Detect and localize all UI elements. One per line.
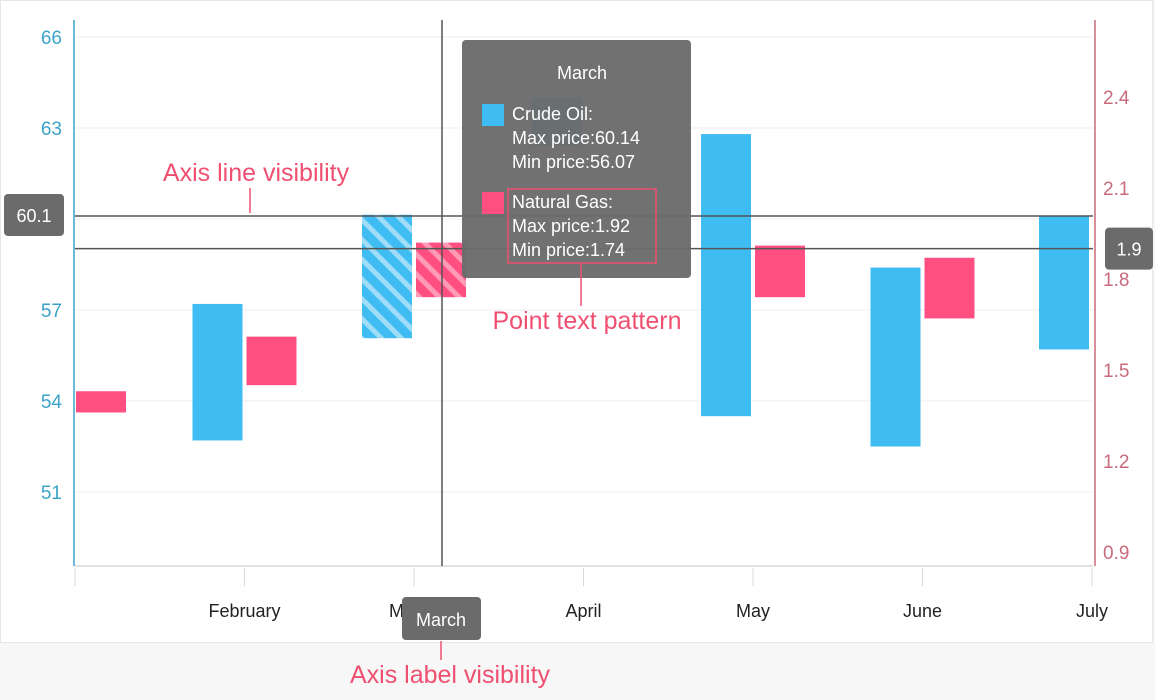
tooltip-max-price: Max price:60.14 <box>512 128 640 148</box>
tooltip-legend-swatch <box>482 104 504 126</box>
left-axis-value-text: 60.1 <box>16 206 51 226</box>
left-axis-value-badge <box>4 193 64 236</box>
y-right-tick-label: 2.4 <box>1103 88 1130 109</box>
y-right-tick-label: 1.2 <box>1103 452 1129 473</box>
y-left-tick-label: 66 <box>41 28 62 49</box>
x-tick-label: July <box>1076 601 1108 621</box>
bar-crude-oil <box>870 267 921 447</box>
axes: 5154576063660.91.21.51.82.12.4FebruaryMa… <box>41 20 1130 621</box>
tooltip-legend-swatch <box>482 192 504 214</box>
right-axis-value-text: 1.9 <box>1116 240 1141 260</box>
bar-natural-gas <box>246 336 297 386</box>
tooltip-max-price: Max price:1.92 <box>512 216 630 236</box>
x-tick-label: June <box>903 601 942 621</box>
bars <box>76 97 1089 447</box>
y-left-tick-label: 51 <box>41 483 62 504</box>
callout-point-text: Point text pattern <box>492 307 681 335</box>
bar-natural-gas <box>76 391 126 413</box>
bar-crude-oil <box>701 134 751 417</box>
tooltip-min-price: Min price:1.74 <box>512 240 625 260</box>
point-text-highlight <box>507 188 657 264</box>
x-axis-value-badge <box>402 597 481 640</box>
y-right-tick-label: 1.5 <box>1103 361 1129 382</box>
right-axis-value-badge <box>1105 227 1153 270</box>
y-right-tick-label: 1.8 <box>1103 270 1129 291</box>
bar-crude-oil <box>192 303 243 441</box>
bar-natural-gas <box>416 242 466 298</box>
bar-natural-gas <box>755 245 805 298</box>
callout-axis-line: Axis line visibility <box>163 159 350 187</box>
tooltip-series-name: Natural Gas: <box>512 192 613 212</box>
bar-natural-gas <box>924 257 975 319</box>
tooltip-box <box>462 40 691 278</box>
x-tick-label: April <box>565 601 601 621</box>
y-left-tick-label: 63 <box>41 119 62 140</box>
annotations: Axis line visibility Point text pattern Ax… <box>163 159 682 689</box>
x-tick-label: May <box>736 601 770 621</box>
bar-crude-oil <box>362 214 412 339</box>
bar-crude-oil <box>1039 215 1089 350</box>
y-left-tick-label: 57 <box>41 301 62 322</box>
tooltip-series-name: Crude Oil: <box>512 104 593 124</box>
tooltip-title: March <box>557 63 607 83</box>
x-tick-label: February <box>208 601 280 621</box>
y-right-tick-label: 2.1 <box>1103 179 1129 200</box>
y-right-tick-label: 0.9 <box>1103 543 1129 564</box>
tooltip-min-price: Min price:56.07 <box>512 152 635 172</box>
tooltip: March Crude Oil: Max price:60.14 Min price:… <box>462 40 691 278</box>
x-axis-value-text: March <box>416 610 466 630</box>
callout-axis-label: Axis label visibility <box>350 661 551 689</box>
y-left-tick-label: 54 <box>41 392 63 413</box>
